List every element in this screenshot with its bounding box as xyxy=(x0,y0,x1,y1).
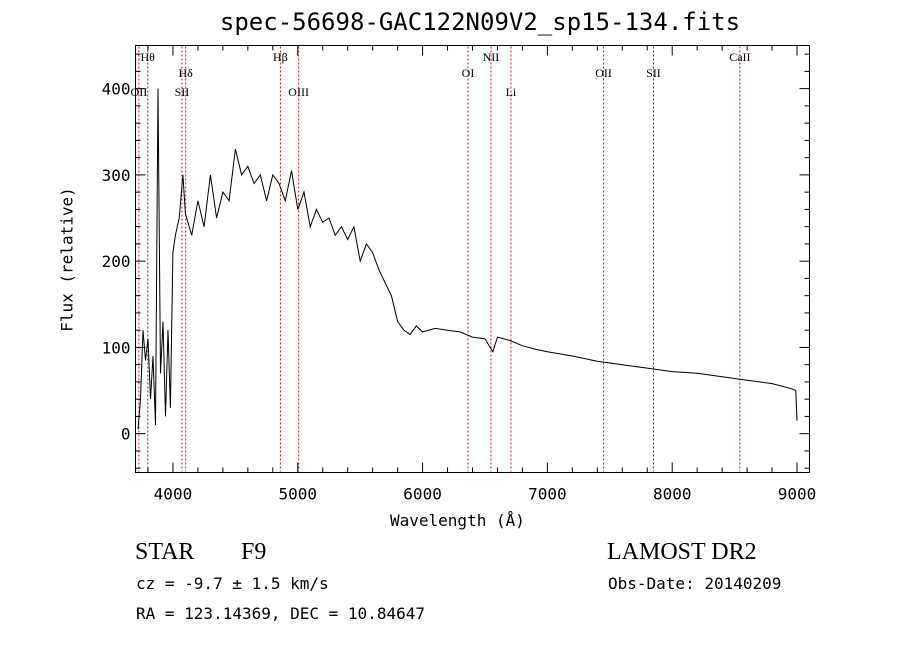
x-axis-label: Wavelength (Å) xyxy=(390,511,525,530)
plot-frame xyxy=(135,45,810,473)
line-label: Hβ xyxy=(273,50,288,64)
emission-line-markers: Hθ OII Hδ SII Hβ OIII OI NII Li OII SII CaII xyxy=(131,46,751,472)
x-tick-label: 4000 xyxy=(154,485,193,504)
axis-ticks: 4000 5000 6000 7000 8000 9000 0 100 200 300 400 xyxy=(102,45,817,504)
y-tick-label: 200 xyxy=(102,252,131,271)
x-tick-label: 5000 xyxy=(278,485,317,504)
x-tick-label: 6000 xyxy=(403,485,442,504)
line-label: OII xyxy=(595,66,612,80)
survey-name: LAMOST DR2 xyxy=(607,539,757,565)
line-label: SII xyxy=(646,66,661,80)
line-label: OIII xyxy=(288,85,309,99)
x-tick-label: 8000 xyxy=(653,485,692,504)
line-label: CaII xyxy=(729,50,750,64)
y-tick-label: 0 xyxy=(121,425,131,444)
line-label: Li xyxy=(506,85,517,99)
line-label: NII xyxy=(483,50,500,64)
y-tick-label: 400 xyxy=(102,80,131,99)
x-tick-label: 9000 xyxy=(778,485,817,504)
line-label: SII xyxy=(175,85,190,99)
line-label: OI xyxy=(462,66,475,80)
y-tick-label: 300 xyxy=(102,166,131,185)
line-label: Hθ xyxy=(141,50,156,64)
spectrum-line xyxy=(137,88,798,430)
line-label: OII xyxy=(131,85,148,99)
x-tick-label: 7000 xyxy=(528,485,567,504)
radec-text: RA = 123.14369, DEC = 10.84647 xyxy=(136,604,425,623)
spectral-class: STAR xyxy=(135,539,195,565)
observation-date: Obs-Date: 20140209 xyxy=(608,574,782,593)
line-label: Hδ xyxy=(179,66,194,80)
spectral-subclass: F9 xyxy=(241,539,267,565)
chart-title: spec-56698-GAC122N09V2_sp15-134.fits xyxy=(219,8,741,36)
redshift-text: cz = -9.7 ± 1.5 km/s xyxy=(136,574,329,593)
y-tick-label: 100 xyxy=(102,338,131,357)
y-axis-label: Flux (relative) xyxy=(57,187,77,332)
